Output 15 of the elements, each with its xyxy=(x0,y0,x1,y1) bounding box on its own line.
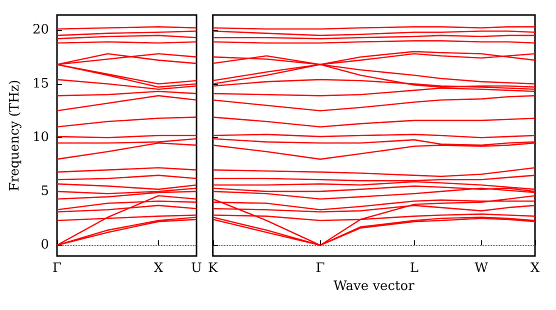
x-tick-label: X xyxy=(154,261,164,276)
y-axis-title: Frequency (THz) xyxy=(8,80,23,192)
y-tick-label: 15 xyxy=(32,76,49,92)
x-tick-label: X xyxy=(530,261,540,276)
x-tick-label: Γ xyxy=(316,261,325,276)
x-tick-label: W xyxy=(474,261,489,276)
x-tick-label: K xyxy=(208,261,218,276)
x-tick-label: Γ xyxy=(52,261,62,276)
x-tick-label: U xyxy=(191,261,202,276)
y-tick-label: 0 xyxy=(40,238,49,253)
x-tick-label: L xyxy=(410,261,419,276)
y-tick-label: 5 xyxy=(40,184,49,199)
y-tick-label: 20 xyxy=(32,22,49,38)
x-axis-title: Wave vector xyxy=(334,278,416,294)
y-tick-label: 10 xyxy=(32,130,49,146)
